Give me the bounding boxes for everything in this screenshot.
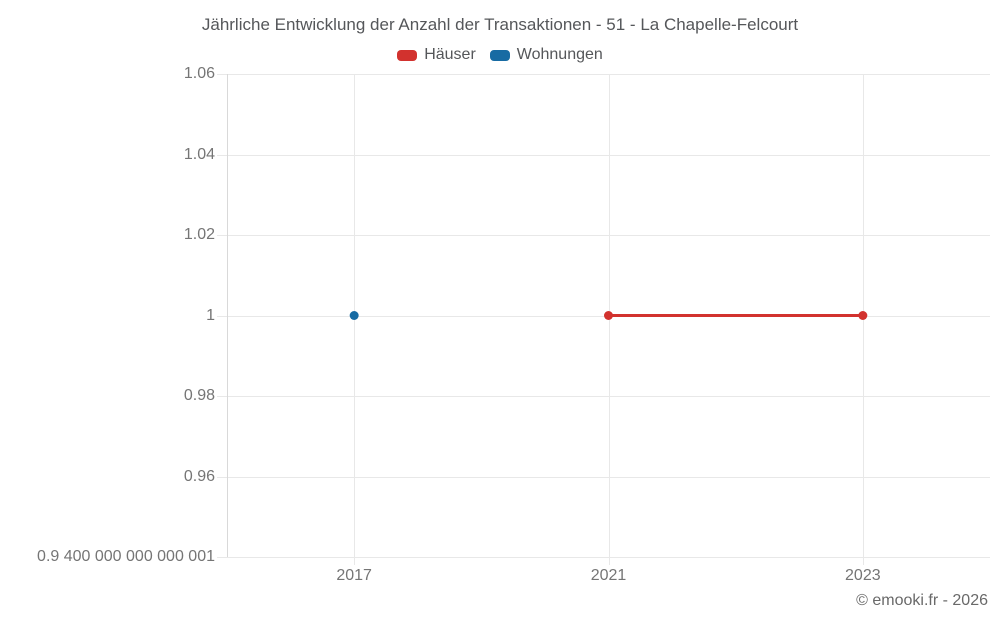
y-tick-label: 1.06 xyxy=(183,65,215,82)
legend-label-haeuser: Häuser xyxy=(424,46,476,63)
y-tick-label: 0.9 400 000 000 000 001 xyxy=(37,548,215,565)
wohnungen-series-swatch-icon xyxy=(489,49,510,61)
copyright-text: © emooki.fr - 2026 xyxy=(856,592,988,609)
data-point-wohnungen[interactable] xyxy=(349,311,359,320)
legend: Häuser Wohnungen xyxy=(0,46,1000,64)
y-tick-label: 1.02 xyxy=(183,226,215,243)
data-point-häuser[interactable] xyxy=(604,311,613,320)
data-point-häuser[interactable] xyxy=(858,311,868,320)
y-tick-label: 1.04 xyxy=(183,145,215,163)
x-tick-label: 2021 xyxy=(590,567,627,584)
legend-item-haeuser[interactable]: Häuser xyxy=(397,46,476,64)
chart-title: Jährliche Entwicklung der Anzahl der Tra… xyxy=(201,15,799,34)
haeuser-series-swatch-icon xyxy=(397,49,418,61)
y-tick-label: 0.98 xyxy=(183,387,215,404)
x-tick-label: 2017 xyxy=(336,567,372,584)
legend-item-wohnungen[interactable]: Wohnungen xyxy=(489,46,603,64)
y-tick-label: 1 xyxy=(206,306,215,324)
legend-label-wohnungen: Wohnungen xyxy=(516,46,603,63)
x-tick-label: 2023 xyxy=(845,567,881,584)
y-tick-label: 0.96 xyxy=(183,467,215,485)
